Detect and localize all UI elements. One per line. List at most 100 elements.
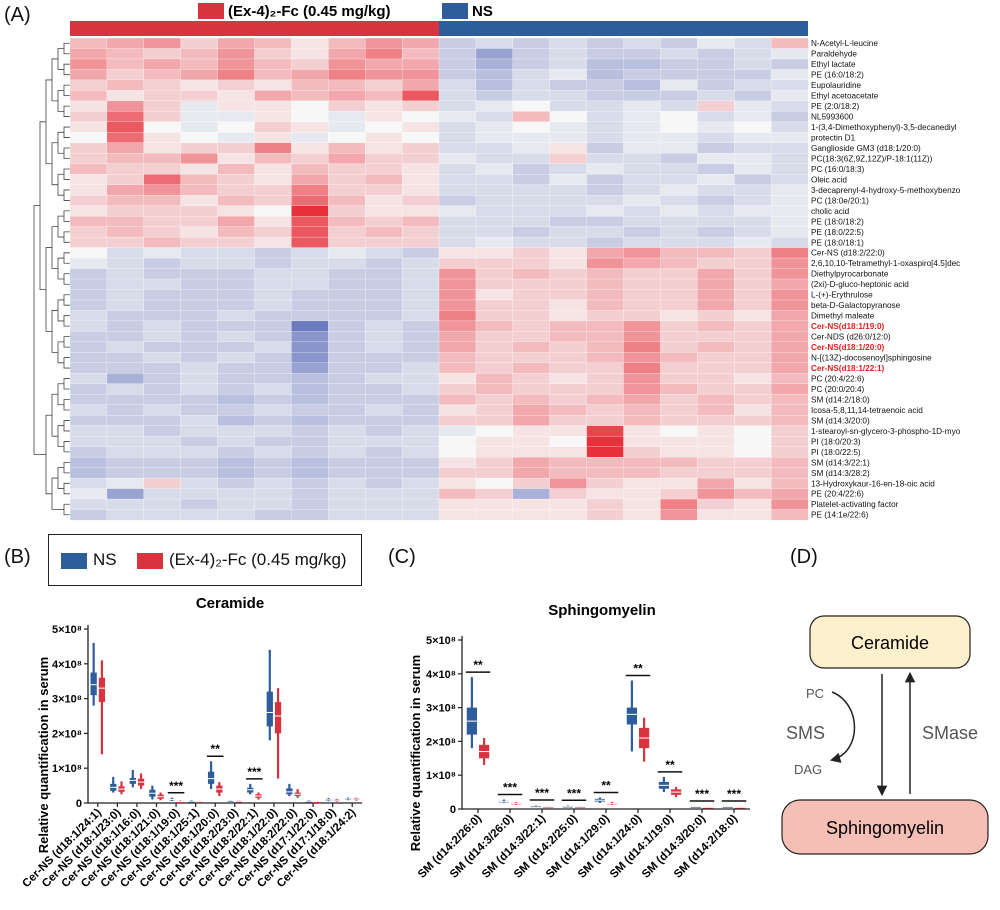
heatmap-cell	[365, 121, 403, 133]
legend-swatch-ns-b	[61, 553, 87, 569]
heatmap-cell	[438, 184, 477, 196]
heatmap-cell	[438, 299, 477, 311]
heatmap-cell	[697, 394, 735, 406]
heatmap-cell	[549, 37, 588, 49]
heatmap-cell	[106, 69, 145, 81]
heatmap-cell	[623, 37, 661, 49]
heatmap-cell	[106, 373, 145, 385]
heatmap-cell	[180, 257, 219, 269]
heatmap-cell	[623, 247, 661, 259]
heatmap-cell	[623, 79, 661, 91]
heatmap-cell	[770, 195, 809, 207]
heatmap-row-label: SM (d14:2/18:0)	[811, 395, 870, 404]
heatmap-cell	[438, 247, 477, 259]
heatmap-cell	[549, 79, 588, 91]
heatmap-cell	[512, 132, 551, 144]
heatmap-cell	[475, 446, 514, 458]
heatmap-cell	[254, 352, 292, 364]
heatmap-cell	[143, 331, 182, 343]
heatmap-cell	[254, 446, 292, 458]
heatmap-cell	[549, 362, 588, 374]
heatmap-cell	[69, 79, 108, 91]
heatmap-cell	[291, 79, 329, 91]
heatmap-cell	[106, 446, 145, 458]
heatmap-cell	[328, 498, 366, 510]
heatmap-cell	[512, 268, 551, 280]
heatmap-cell	[438, 477, 477, 490]
heatmap-cell	[217, 69, 255, 81]
heatmap-cell	[586, 289, 624, 301]
heatmap-cell	[475, 69, 514, 81]
heatmap-cell	[401, 142, 440, 154]
heatmap-cell	[586, 58, 624, 70]
heatmap-cell	[770, 205, 809, 217]
heatmap-cell	[734, 174, 772, 186]
heatmap-cell	[770, 37, 809, 49]
dendrogram-branch	[63, 189, 70, 201]
heatmap-cell	[660, 247, 698, 259]
heatmap-cell	[401, 362, 440, 374]
heatmap-cell	[180, 509, 219, 521]
heatmap-cell	[549, 352, 588, 364]
dendrogram-branch	[63, 503, 70, 516]
heatmap-cell	[623, 310, 661, 322]
heatmap-cell	[291, 142, 329, 154]
heatmap-cell	[143, 90, 182, 102]
heatmap-cell	[549, 320, 588, 332]
y-tick-label: 0	[76, 798, 82, 810]
heatmap-cell	[401, 215, 440, 228]
heatmap-cell	[291, 320, 329, 332]
heatmap-cell	[770, 132, 809, 144]
box	[207, 771, 215, 784]
heatmap-cell	[365, 79, 403, 91]
heatmap-cell	[106, 456, 145, 469]
heatmap-cell	[475, 310, 514, 322]
heatmap-cell	[586, 278, 624, 290]
heatmap-cell	[438, 100, 477, 112]
heatmap-cell	[438, 48, 477, 60]
heatmap-cell	[291, 90, 329, 102]
heatmap-cell	[660, 446, 698, 458]
heatmap-cell	[217, 425, 255, 437]
heatmap-cell	[512, 331, 551, 343]
heatmap-cell	[586, 373, 624, 385]
heatmap-cell	[512, 278, 551, 290]
heatmap-cell	[623, 257, 661, 269]
heatmap-cell	[734, 184, 772, 196]
heatmap-cell	[770, 383, 809, 395]
heatmap-cell	[734, 289, 772, 301]
heatmap-cell	[734, 69, 772, 81]
heatmap-cell	[697, 100, 735, 112]
heatmap-cell	[180, 299, 219, 311]
heatmap-cell	[734, 37, 772, 49]
heatmap-cell	[623, 163, 661, 175]
heatmap-cell	[143, 373, 182, 385]
heatmap-row-label: PC (20:0/20:4)	[811, 385, 865, 394]
heatmap-cell	[697, 236, 735, 249]
heatmap-cell	[586, 121, 624, 133]
heatmap-cell	[217, 394, 255, 406]
heatmap-cell	[106, 289, 145, 301]
heatmap-cell	[254, 247, 292, 259]
heatmap-cell	[401, 299, 440, 311]
heatmap-cell	[475, 373, 514, 385]
heatmap-cell	[180, 488, 219, 500]
significance-label: **	[633, 662, 643, 676]
heatmap-cell	[291, 226, 329, 238]
heatmap-cell	[438, 383, 477, 395]
heatmap-cell	[697, 299, 735, 311]
heatmap-cell	[512, 373, 551, 385]
heatmap-cell	[69, 278, 108, 290]
heatmap-cell	[180, 111, 219, 123]
heatmap-cell	[254, 90, 292, 102]
heatmap-cell	[475, 58, 514, 70]
heatmap-cell	[586, 257, 624, 269]
sphingomyelin-ylabel: Relative quantification in serum	[408, 655, 423, 852]
heatmap-cell	[549, 268, 588, 280]
heatmap-cell	[143, 205, 182, 217]
heatmap-row-label: Diethylpyrocarbonate	[811, 270, 889, 279]
heatmap-cell	[586, 488, 624, 500]
heatmap-cell	[328, 320, 366, 332]
heatmap-cell	[401, 236, 440, 249]
heatmap-cell	[69, 142, 108, 154]
